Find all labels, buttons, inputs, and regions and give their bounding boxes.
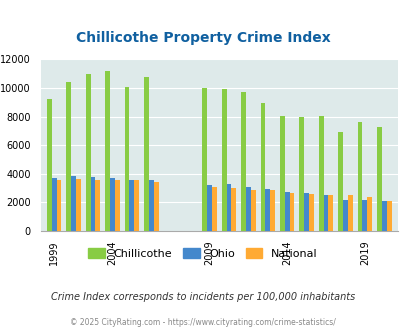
Bar — [308, 194, 313, 231]
Bar — [328, 195, 333, 231]
Bar — [289, 193, 294, 231]
Bar — [76, 179, 81, 231]
Bar — [279, 116, 284, 231]
Bar — [362, 200, 367, 231]
Bar — [231, 188, 236, 231]
Text: © 2025 CityRating.com - https://www.cityrating.com/crime-statistics/: © 2025 CityRating.com - https://www.city… — [70, 318, 335, 327]
Bar — [124, 86, 129, 231]
Bar — [284, 192, 289, 231]
Bar — [129, 180, 134, 231]
Bar — [357, 122, 362, 231]
Bar — [270, 190, 275, 231]
Bar — [342, 200, 347, 231]
Bar — [318, 116, 323, 231]
Bar — [47, 99, 52, 231]
Bar — [221, 89, 226, 231]
Bar — [105, 71, 110, 231]
Bar — [207, 184, 211, 231]
Bar — [95, 180, 100, 231]
Bar — [250, 190, 255, 231]
Legend: Chillicothe, Ohio, National: Chillicothe, Ohio, National — [83, 244, 322, 263]
Bar — [386, 201, 390, 231]
Bar — [241, 92, 245, 231]
Bar — [85, 74, 90, 231]
Bar — [115, 180, 119, 231]
Bar — [303, 193, 308, 231]
Bar — [367, 197, 371, 231]
Bar — [337, 132, 342, 231]
Bar — [323, 194, 328, 231]
Text: Crime Index corresponds to incidents per 100,000 inhabitants: Crime Index corresponds to incidents per… — [51, 292, 354, 302]
Bar — [347, 195, 352, 231]
Bar — [265, 189, 270, 231]
Bar — [52, 178, 56, 231]
Bar — [153, 182, 158, 231]
Bar — [71, 176, 76, 231]
Bar — [298, 116, 303, 231]
Bar — [260, 103, 265, 231]
Bar — [149, 180, 153, 231]
Bar — [144, 77, 149, 231]
Bar — [381, 201, 386, 231]
Bar — [202, 88, 207, 231]
Bar — [66, 82, 71, 231]
Text: Chillicothe Property Crime Index: Chillicothe Property Crime Index — [75, 31, 330, 45]
Bar — [211, 187, 216, 231]
Bar — [110, 178, 115, 231]
Bar — [376, 127, 381, 231]
Bar — [90, 178, 95, 231]
Bar — [56, 180, 61, 231]
Bar — [245, 187, 250, 231]
Bar — [226, 184, 231, 231]
Bar — [134, 180, 139, 231]
